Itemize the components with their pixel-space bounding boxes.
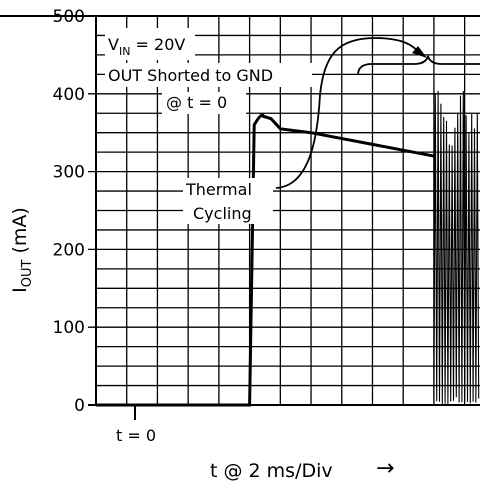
thermal-cycling-signal <box>434 91 479 405</box>
annotation-thermal-line2: Cycling <box>193 204 252 223</box>
y-tick-labels: 0 100 200 300 400 500 <box>53 7 85 416</box>
y-tick-label: 0 <box>74 396 85 416</box>
thermal-cycle-brace <box>358 56 480 75</box>
svg-text:IOUT(mA): IOUT(mA) <box>9 207 35 293</box>
x-axis-label: t @ 2 ms/Div <box>210 460 333 482</box>
y-tick-label: 100 <box>53 318 85 338</box>
y-axis-label: IOUT(mA) <box>9 207 35 293</box>
annotation-vin-main: V <box>108 35 119 54</box>
y-axis-label-sub: OUT <box>20 259 35 287</box>
annotation-vin-value: = 20V <box>130 35 185 54</box>
x-axis-arrow: → <box>376 456 394 481</box>
y-tick-label: 300 <box>53 163 85 183</box>
annotation-vin-sub: IN <box>119 45 130 58</box>
y-tick-label: 200 <box>53 240 85 260</box>
y-axis-label-unit: (mA) <box>9 207 31 253</box>
y-tick-label: 400 <box>53 85 85 105</box>
series-line-iout <box>96 115 434 405</box>
annotation-vin: VIN = 20V <box>105 28 195 60</box>
y-tick-label: 500 <box>53 7 85 27</box>
x-marker-label: t = 0 <box>116 426 156 445</box>
annotation-shorted: OUT Shorted to GND <box>108 66 273 85</box>
annotation-thermal-line1: Thermal <box>185 180 252 199</box>
annotation-at-t0: @ t = 0 <box>166 93 227 112</box>
thermal-cycling-trace <box>434 91 479 405</box>
